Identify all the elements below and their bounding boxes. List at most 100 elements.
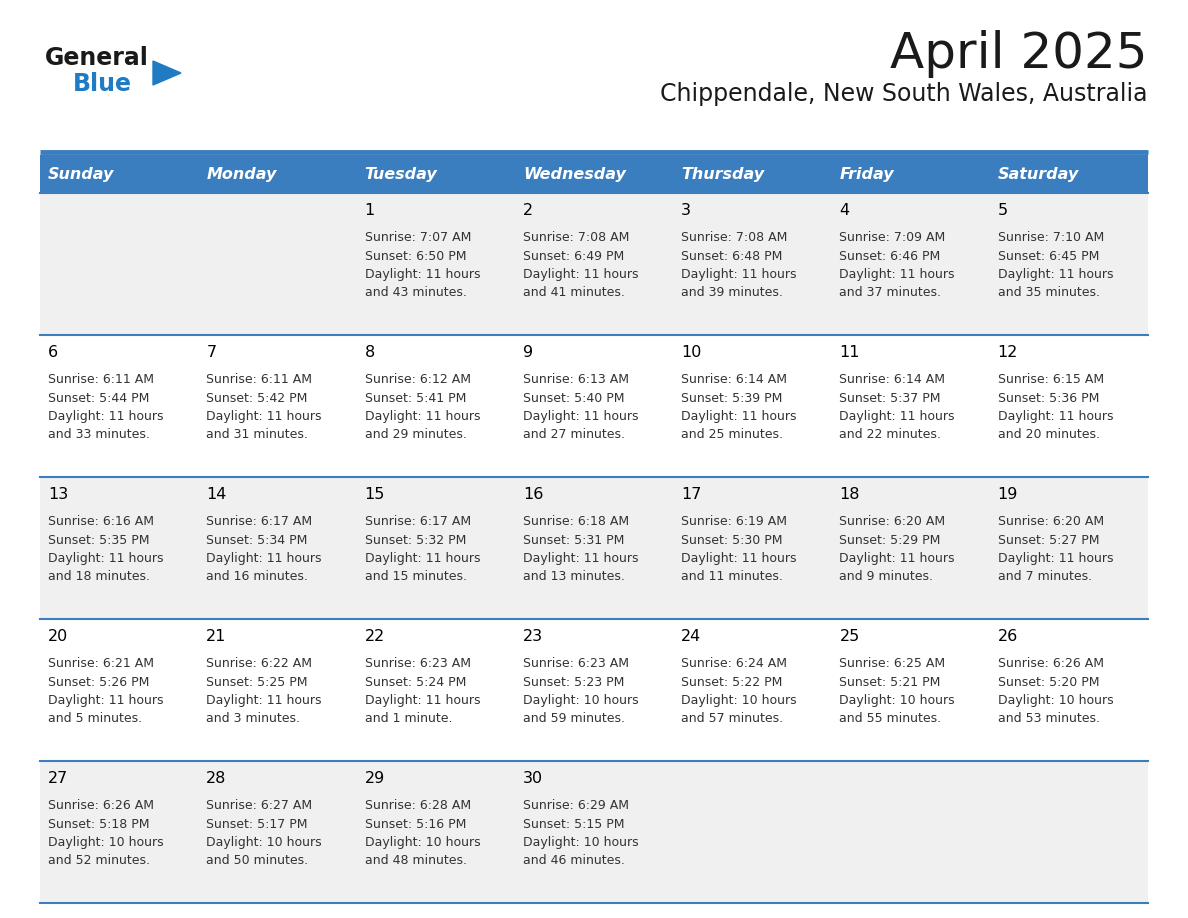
- Text: Sunrise: 6:25 AM: Sunrise: 6:25 AM: [840, 657, 946, 670]
- Text: Sunrise: 7:08 AM: Sunrise: 7:08 AM: [681, 231, 788, 244]
- Text: Sunset: 5:27 PM: Sunset: 5:27 PM: [998, 533, 1099, 546]
- Text: Sunset: 5:24 PM: Sunset: 5:24 PM: [365, 676, 466, 688]
- Text: Monday: Monday: [207, 166, 277, 182]
- Text: 15: 15: [365, 487, 385, 502]
- Text: and 35 minutes.: and 35 minutes.: [998, 286, 1100, 299]
- Text: and 27 minutes.: and 27 minutes.: [523, 429, 625, 442]
- Text: Daylight: 11 hours: Daylight: 11 hours: [998, 410, 1113, 423]
- Text: 9: 9: [523, 345, 533, 360]
- Text: Sunset: 5:29 PM: Sunset: 5:29 PM: [840, 533, 941, 546]
- Text: 22: 22: [365, 629, 385, 644]
- Text: and 11 minutes.: and 11 minutes.: [681, 570, 783, 584]
- Text: and 37 minutes.: and 37 minutes.: [840, 286, 941, 299]
- Text: 3: 3: [681, 203, 691, 218]
- Text: Sunrise: 6:27 AM: Sunrise: 6:27 AM: [207, 799, 312, 812]
- Text: and 13 minutes.: and 13 minutes.: [523, 570, 625, 584]
- Text: and 33 minutes.: and 33 minutes.: [48, 429, 150, 442]
- Text: Daylight: 10 hours: Daylight: 10 hours: [365, 836, 480, 849]
- Text: 16: 16: [523, 487, 543, 502]
- Text: Daylight: 10 hours: Daylight: 10 hours: [681, 694, 797, 707]
- Text: Sunrise: 6:28 AM: Sunrise: 6:28 AM: [365, 799, 470, 812]
- Text: Sunrise: 6:15 AM: Sunrise: 6:15 AM: [998, 373, 1104, 386]
- Text: 30: 30: [523, 771, 543, 786]
- Bar: [198, 155, 356, 193]
- Text: 23: 23: [523, 629, 543, 644]
- Bar: [40, 335, 1148, 477]
- Text: Sunrise: 7:07 AM: Sunrise: 7:07 AM: [365, 231, 470, 244]
- Text: Sunset: 5:32 PM: Sunset: 5:32 PM: [365, 533, 466, 546]
- Text: 1: 1: [365, 203, 375, 218]
- Text: Sunset: 6:48 PM: Sunset: 6:48 PM: [681, 250, 783, 263]
- Text: Sunrise: 7:10 AM: Sunrise: 7:10 AM: [998, 231, 1104, 244]
- Bar: [40, 155, 198, 193]
- Text: Sunrise: 6:14 AM: Sunrise: 6:14 AM: [681, 373, 788, 386]
- Text: General: General: [45, 46, 148, 70]
- Text: Sunrise: 7:08 AM: Sunrise: 7:08 AM: [523, 231, 630, 244]
- Text: Daylight: 11 hours: Daylight: 11 hours: [998, 268, 1113, 281]
- Text: Daylight: 11 hours: Daylight: 11 hours: [998, 552, 1113, 565]
- Text: 12: 12: [998, 345, 1018, 360]
- Text: Sunset: 5:31 PM: Sunset: 5:31 PM: [523, 533, 624, 546]
- Text: Wednesday: Wednesday: [523, 166, 626, 182]
- Text: Daylight: 11 hours: Daylight: 11 hours: [840, 410, 955, 423]
- Text: and 53 minutes.: and 53 minutes.: [998, 712, 1100, 725]
- Text: Daylight: 11 hours: Daylight: 11 hours: [365, 268, 480, 281]
- Text: 24: 24: [681, 629, 701, 644]
- Text: and 3 minutes.: and 3 minutes.: [207, 712, 301, 725]
- Text: Daylight: 11 hours: Daylight: 11 hours: [523, 268, 638, 281]
- Bar: [40, 477, 1148, 619]
- Text: Tuesday: Tuesday: [365, 166, 437, 182]
- Bar: [40, 193, 1148, 335]
- Text: Sunrise: 6:19 AM: Sunrise: 6:19 AM: [681, 515, 788, 528]
- Text: Sunrise: 6:22 AM: Sunrise: 6:22 AM: [207, 657, 312, 670]
- Text: and 41 minutes.: and 41 minutes.: [523, 286, 625, 299]
- Text: Sunrise: 6:26 AM: Sunrise: 6:26 AM: [998, 657, 1104, 670]
- Text: Sunset: 5:23 PM: Sunset: 5:23 PM: [523, 676, 624, 688]
- Text: Thursday: Thursday: [681, 166, 764, 182]
- Text: and 29 minutes.: and 29 minutes.: [365, 429, 467, 442]
- Text: Sunset: 5:25 PM: Sunset: 5:25 PM: [207, 676, 308, 688]
- Bar: [356, 155, 514, 193]
- Text: Daylight: 11 hours: Daylight: 11 hours: [840, 552, 955, 565]
- Text: Sunrise: 6:14 AM: Sunrise: 6:14 AM: [840, 373, 946, 386]
- Text: and 5 minutes.: and 5 minutes.: [48, 712, 143, 725]
- Text: Sunset: 5:15 PM: Sunset: 5:15 PM: [523, 818, 625, 831]
- Text: Sunset: 5:20 PM: Sunset: 5:20 PM: [998, 676, 1099, 688]
- Text: Daylight: 11 hours: Daylight: 11 hours: [207, 552, 322, 565]
- Text: Daylight: 10 hours: Daylight: 10 hours: [998, 694, 1113, 707]
- Text: Sunset: 5:30 PM: Sunset: 5:30 PM: [681, 533, 783, 546]
- Text: 7: 7: [207, 345, 216, 360]
- Text: 18: 18: [840, 487, 860, 502]
- Text: and 7 minutes.: and 7 minutes.: [998, 570, 1092, 584]
- Text: Sunset: 5:40 PM: Sunset: 5:40 PM: [523, 391, 625, 405]
- Text: Sunset: 5:39 PM: Sunset: 5:39 PM: [681, 391, 783, 405]
- Text: Daylight: 11 hours: Daylight: 11 hours: [681, 552, 797, 565]
- Text: Daylight: 10 hours: Daylight: 10 hours: [48, 836, 164, 849]
- Text: 26: 26: [998, 629, 1018, 644]
- Text: Sunset: 5:36 PM: Sunset: 5:36 PM: [998, 391, 1099, 405]
- Text: and 55 minutes.: and 55 minutes.: [840, 712, 942, 725]
- Text: Sunset: 5:26 PM: Sunset: 5:26 PM: [48, 676, 150, 688]
- Text: 10: 10: [681, 345, 702, 360]
- Text: Sunset: 5:41 PM: Sunset: 5:41 PM: [365, 391, 466, 405]
- Text: Sunrise: 6:24 AM: Sunrise: 6:24 AM: [681, 657, 788, 670]
- Text: Sunset: 5:22 PM: Sunset: 5:22 PM: [681, 676, 783, 688]
- Text: 8: 8: [365, 345, 375, 360]
- Text: Sunrise: 6:17 AM: Sunrise: 6:17 AM: [365, 515, 470, 528]
- Text: Sunrise: 6:29 AM: Sunrise: 6:29 AM: [523, 799, 628, 812]
- Text: Daylight: 11 hours: Daylight: 11 hours: [48, 552, 164, 565]
- Text: and 22 minutes.: and 22 minutes.: [840, 429, 941, 442]
- Text: Daylight: 11 hours: Daylight: 11 hours: [523, 552, 638, 565]
- Text: Chippendale, New South Wales, Australia: Chippendale, New South Wales, Australia: [661, 82, 1148, 106]
- Text: Sunrise: 6:12 AM: Sunrise: 6:12 AM: [365, 373, 470, 386]
- Text: Daylight: 11 hours: Daylight: 11 hours: [681, 410, 797, 423]
- Text: Daylight: 10 hours: Daylight: 10 hours: [207, 836, 322, 849]
- Text: Sunset: 6:46 PM: Sunset: 6:46 PM: [840, 250, 941, 263]
- Text: Daylight: 11 hours: Daylight: 11 hours: [523, 410, 638, 423]
- Text: Sunrise: 6:20 AM: Sunrise: 6:20 AM: [840, 515, 946, 528]
- Text: and 39 minutes.: and 39 minutes.: [681, 286, 783, 299]
- Text: 4: 4: [840, 203, 849, 218]
- Text: Sunset: 5:44 PM: Sunset: 5:44 PM: [48, 391, 150, 405]
- Text: 11: 11: [840, 345, 860, 360]
- Text: Saturday: Saturday: [998, 166, 1079, 182]
